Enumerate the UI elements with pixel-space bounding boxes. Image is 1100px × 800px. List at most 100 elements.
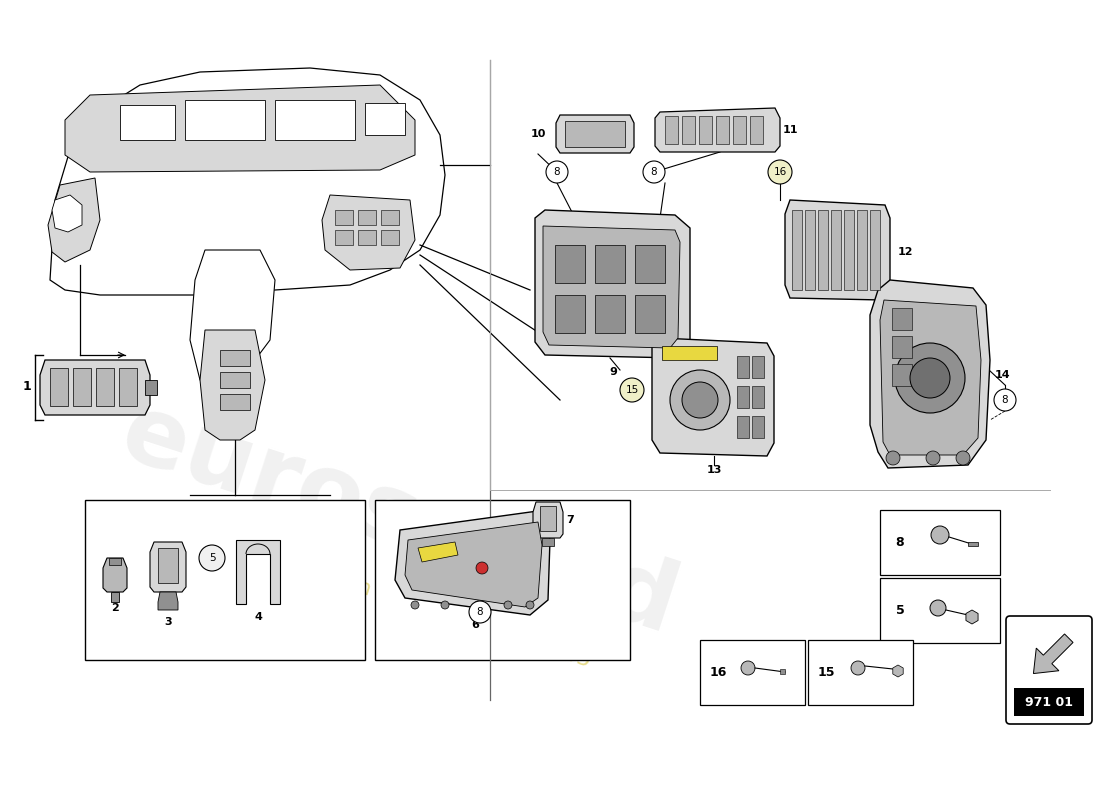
Bar [73,368,91,406]
Circle shape [441,601,449,609]
Polygon shape [395,510,550,615]
Bar [119,368,138,406]
Text: a passion for parts since 1985: a passion for parts since 1985 [266,549,593,671]
Polygon shape [48,178,100,262]
Text: 5: 5 [895,603,904,617]
Polygon shape [556,115,634,153]
Text: 3: 3 [164,617,172,627]
Polygon shape [535,210,690,358]
Text: 8: 8 [895,535,904,549]
Bar [381,230,399,245]
Text: eurospeed: eurospeed [110,386,690,654]
Text: 5: 5 [209,553,216,563]
Polygon shape [543,226,680,348]
Bar [336,230,353,245]
Bar [635,295,666,333]
Bar [111,592,119,602]
Circle shape [895,343,965,413]
Circle shape [851,661,865,675]
Bar [700,640,805,705]
Bar [733,116,746,144]
Text: 8: 8 [553,167,560,177]
Polygon shape [50,68,446,295]
Bar [870,210,880,290]
Bar [752,416,764,438]
Bar [737,386,749,408]
Polygon shape [534,502,563,538]
Text: 7: 7 [566,515,574,525]
Bar [666,116,678,144]
Text: 16: 16 [773,167,786,177]
Bar [1014,688,1084,716]
Circle shape [768,160,792,184]
Bar [220,394,250,410]
Bar [892,364,912,386]
Bar [381,210,399,225]
Bar [595,295,625,333]
Text: 8: 8 [1002,395,1009,405]
Circle shape [886,451,900,465]
Polygon shape [652,338,774,456]
Polygon shape [418,542,458,562]
Circle shape [476,562,488,574]
Bar [830,210,842,290]
Text: 15: 15 [817,666,835,678]
Text: 1: 1 [23,381,32,394]
Bar [857,210,867,290]
Bar [185,100,265,140]
Polygon shape [654,108,780,152]
Text: 6: 6 [471,620,478,630]
Text: 13: 13 [706,465,722,475]
Bar [808,640,913,705]
Bar [85,500,365,660]
Bar [805,210,815,290]
Bar [818,210,828,290]
Circle shape [931,526,949,544]
Bar [220,350,250,366]
Bar [716,116,729,144]
Bar [698,116,712,144]
Bar [844,210,854,290]
Text: 12: 12 [898,247,913,257]
Circle shape [994,389,1016,411]
Polygon shape [785,200,890,300]
Bar [750,116,763,144]
Bar [220,372,250,388]
Circle shape [670,370,730,430]
Circle shape [620,378,644,402]
Text: 16: 16 [710,666,727,678]
Circle shape [474,601,482,609]
Text: 9: 9 [609,367,617,377]
Circle shape [199,545,226,571]
Bar [880,510,1000,575]
Bar [158,548,178,583]
Bar [50,368,68,406]
Polygon shape [52,195,82,232]
Circle shape [504,601,512,609]
Text: 14: 14 [996,370,1011,380]
Bar [737,416,749,438]
Bar [682,116,695,144]
Bar [635,245,666,283]
Bar [752,386,764,408]
Bar [595,245,625,283]
Text: 10: 10 [530,129,546,139]
Circle shape [469,601,491,623]
Bar [540,506,556,531]
Bar [737,356,749,378]
Bar [780,669,785,674]
FancyBboxPatch shape [1006,616,1092,724]
Text: 2: 2 [111,603,119,613]
Circle shape [526,601,534,609]
Bar [565,121,625,147]
Bar [145,380,157,395]
Text: 4: 4 [254,612,262,622]
Bar [752,356,764,378]
Polygon shape [150,542,186,592]
Circle shape [956,451,970,465]
Bar [556,245,585,283]
Bar [556,295,585,333]
Circle shape [546,161,568,183]
Bar [968,542,978,546]
Bar [358,230,376,245]
